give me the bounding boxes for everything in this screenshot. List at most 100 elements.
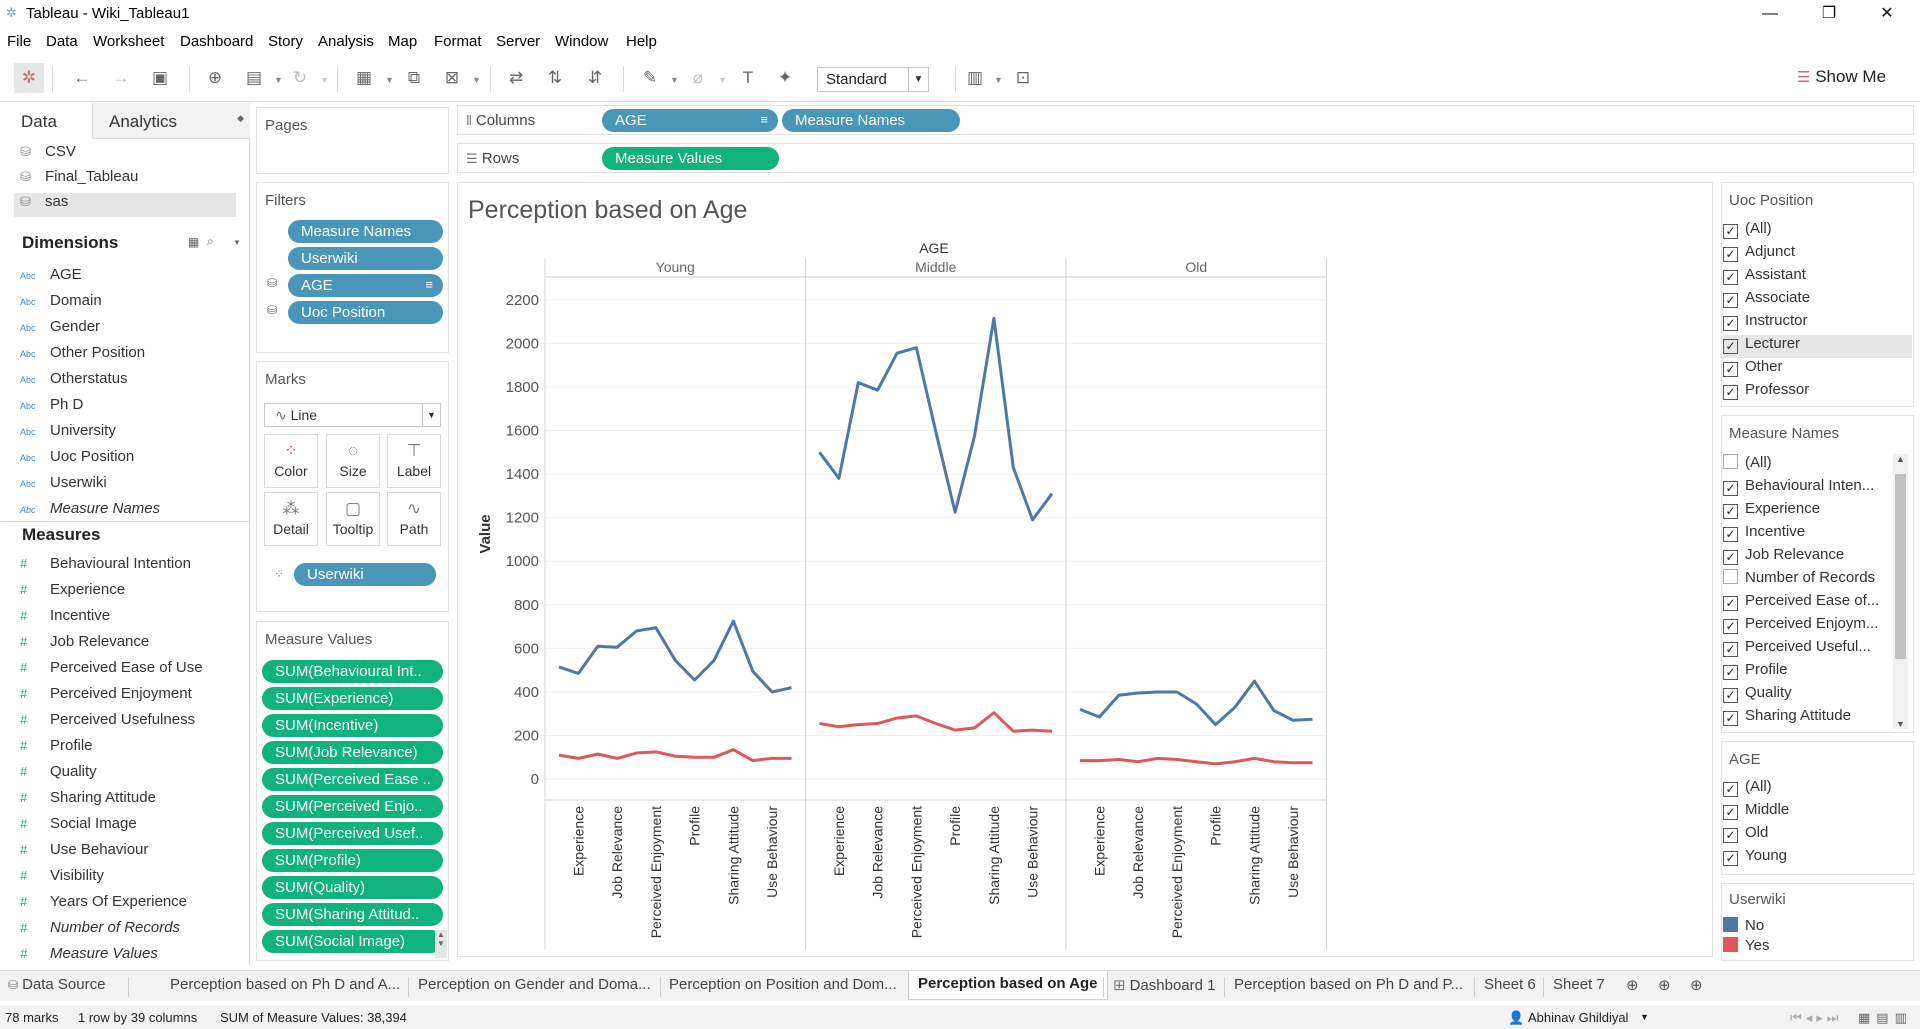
menu-window[interactable]: Window [555, 33, 609, 50]
legend-item[interactable]: Yes [1723, 937, 1903, 960]
duplicate-sheet-icon[interactable]: ⧉ [407, 68, 421, 87]
sheet-nav-icon[interactable]: ⏮◂▸⏭ [1790, 1010, 1843, 1025]
columns-pill-age[interactable]: AGE ≡ [602, 109, 778, 132]
measure-field[interactable]: # Measure Values [20, 945, 158, 969]
tableau-start-icon[interactable]: ✲ [14, 63, 44, 93]
chevron-down-icon[interactable]: ▼ [908, 68, 928, 91]
refresh-icon[interactable]: ↻ [292, 68, 308, 87]
dimension-field[interactable]: Abc Gender [20, 318, 100, 342]
pages-card[interactable]: Pages [256, 107, 449, 174]
highlight-icon[interactable]: ✎ [642, 68, 658, 87]
chevron-down-icon[interactable]: ▼ [1640, 1012, 1649, 1022]
menu-map[interactable]: Map [388, 33, 418, 50]
checkbox-checked-icon[interactable]: ✓ [1723, 851, 1738, 866]
mark-type-select[interactable]: ∿ Line ▼ [264, 403, 441, 427]
checkbox-checked-icon[interactable]: ✓ [1723, 247, 1738, 262]
checkbox-checked-icon[interactable]: ✓ [1723, 711, 1738, 726]
measure-field[interactable]: # Perceived Ease of Use [20, 659, 203, 683]
new-worksheet-icon[interactable]: ⊕ [1626, 977, 1639, 994]
columns-shelf[interactable]: ⦀ Columns [457, 105, 1914, 135]
marks-label-button[interactable]: ⊤ Label [387, 434, 441, 488]
checkbox-checked-icon[interactable]: ✓ [1723, 527, 1738, 542]
menu-dashboard[interactable]: Dashboard [180, 33, 254, 50]
filter-checkbox-item[interactable]: ✓ Sharing Attitude [1723, 707, 1903, 730]
checkbox-checked-icon[interactable]: ✓ [1723, 642, 1738, 657]
marks-size-button[interactable]: ◌ Size [326, 434, 380, 488]
legend-item[interactable]: No [1723, 917, 1903, 940]
presentation-icon[interactable]: ⊡ [1015, 68, 1031, 87]
marks-detail-button[interactable]: ⁂ Detail [264, 492, 318, 546]
new-worksheet-icon[interactable]: ▦ [355, 68, 373, 87]
list-view-icon[interactable]: ▦ [188, 235, 200, 249]
data-source-final-tableau[interactable]: ⛁ Final_Tableau [20, 168, 235, 192]
measure-field[interactable]: # Incentive [20, 607, 110, 631]
columns-pill-measure-names[interactable]: Measure Names [782, 109, 960, 132]
marks-pill-userwiki[interactable]: Userwiki [294, 563, 436, 586]
checkbox-checked-icon[interactable]: ✓ [1723, 596, 1738, 611]
filter-checkbox-item[interactable]: ✓ Perceived Ease of... [1723, 592, 1903, 615]
sheet-tab[interactable]: Perception on Gender and Doma... [418, 976, 651, 993]
measure-value-pill[interactable]: SUM(Perceived Ease .. [262, 768, 443, 791]
filter-checkbox-item[interactable]: ✓ Adjunct [1723, 243, 1903, 266]
dimension-field[interactable]: Abc Userwiki [20, 474, 107, 498]
sheet-tab[interactable]: Perception based on Age [918, 975, 1097, 992]
measure-value-pill[interactable]: SUM(Quality) [262, 876, 443, 899]
save-icon[interactable]: ▣ [151, 68, 169, 87]
menu-story[interactable]: Story [268, 33, 304, 50]
filter-checkbox-item[interactable]: ✓ Incentive [1723, 523, 1903, 546]
dimension-field[interactable]: Abc Uoc Position [20, 448, 134, 472]
view-mode-icon[interactable]: ▦▤▥ [1858, 1010, 1913, 1025]
measure-value-pill[interactable]: SUM(Experience) [262, 687, 443, 710]
new-story-icon[interactable]: ⊕ [1690, 977, 1703, 994]
filter-checkbox-item[interactable]: ✓ Middle [1723, 801, 1903, 824]
measure-field[interactable]: # Visibility [20, 867, 104, 891]
checkbox-checked-icon[interactable]: ✓ [1723, 504, 1738, 519]
filter-checkbox-item[interactable]: ✓ Experience [1723, 500, 1903, 523]
dimension-field[interactable]: Abc Domain [20, 292, 102, 316]
checkbox-checked-icon[interactable]: ✓ [1723, 293, 1738, 308]
new-dashboard-icon[interactable]: ⊕ [1658, 977, 1671, 994]
sheet-tab[interactable]: Perception based on Ph D and P... [1234, 976, 1463, 993]
fit-select[interactable]: Standard ▼ [817, 67, 929, 92]
filter-checkbox-item[interactable]: ✓ Behavioural Inten... [1723, 477, 1903, 500]
menu-server[interactable]: Server [496, 33, 541, 50]
restore-icon[interactable]: ❐ [1821, 5, 1837, 22]
new-data-source-icon[interactable]: ⊕ [207, 68, 223, 87]
measure-value-pill[interactable]: SUM(Incentive) [262, 714, 443, 737]
scrollbar[interactable]: ▲ ▼ [1893, 454, 1908, 729]
checkbox-checked-icon[interactable]: ✓ [1723, 339, 1738, 354]
labels-icon[interactable]: T [742, 68, 754, 87]
checkbox-empty-icon[interactable] [1723, 454, 1738, 469]
dimension-field[interactable]: Abc Otherstatus [20, 370, 128, 394]
marks-path-button[interactable]: ∿ Path [387, 492, 441, 546]
show-cards-icon[interactable]: ▥ [966, 68, 984, 87]
menu-analysis[interactable]: Analysis [318, 33, 374, 50]
checkbox-checked-icon[interactable]: ✓ [1723, 688, 1738, 703]
pin-icon[interactable]: ✦ [777, 68, 793, 87]
filter-checkbox-item[interactable]: ✓ Instructor [1723, 312, 1903, 335]
filter-pill-uoc-position[interactable]: Uoc Position [288, 301, 443, 324]
checkbox-checked-icon[interactable]: ✓ [1723, 619, 1738, 634]
filter-pill-userwiki[interactable]: Userwiki [288, 247, 443, 270]
checkbox-checked-icon[interactable]: ✓ [1723, 805, 1738, 820]
filter-checkbox-item[interactable]: ✓ Quality [1723, 684, 1903, 707]
filter-checkbox-item[interactable]: ✓ Job Relevance [1723, 546, 1903, 569]
sheet-tab[interactable]: Sheet 6 [1484, 976, 1536, 993]
scrollbar[interactable]: ▲ ▼ [435, 930, 447, 958]
worksheet-view[interactable] [457, 182, 1713, 957]
checkbox-checked-icon[interactable]: ✓ [1723, 385, 1738, 400]
checkbox-checked-icon[interactable]: ✓ [1723, 782, 1738, 797]
checkbox-checked-icon[interactable]: ✓ [1723, 270, 1738, 285]
measure-value-pill[interactable]: SUM(Perceived Usef.. [262, 822, 443, 845]
show-me-button[interactable]: ☰ Show Me [1797, 67, 1886, 87]
measure-field[interactable]: # Experience [20, 581, 125, 605]
measure-field[interactable]: # Use Behaviour [20, 841, 148, 865]
filter-checkbox-item[interactable]: ✓ Perceived Useful... [1723, 638, 1903, 661]
menu-format[interactable]: Format [434, 33, 482, 50]
minimize-icon[interactable]: — [1762, 5, 1778, 22]
filter-checkbox-item[interactable]: Number of Records [1723, 569, 1903, 592]
marks-tooltip-button[interactable]: ▢ Tooltip [326, 492, 380, 546]
measure-value-pill[interactable]: SUM(Perceived Enjo.. [262, 795, 443, 818]
checkbox-checked-icon[interactable]: ✓ [1723, 224, 1738, 239]
measure-field[interactable]: # Sharing Attitude [20, 789, 156, 813]
